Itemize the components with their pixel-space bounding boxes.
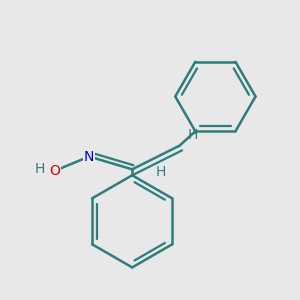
Text: H: H bbox=[188, 128, 198, 142]
Text: N: N bbox=[84, 149, 94, 164]
Text: H: H bbox=[155, 165, 166, 179]
Text: H: H bbox=[35, 162, 45, 176]
Text: O: O bbox=[50, 164, 60, 178]
